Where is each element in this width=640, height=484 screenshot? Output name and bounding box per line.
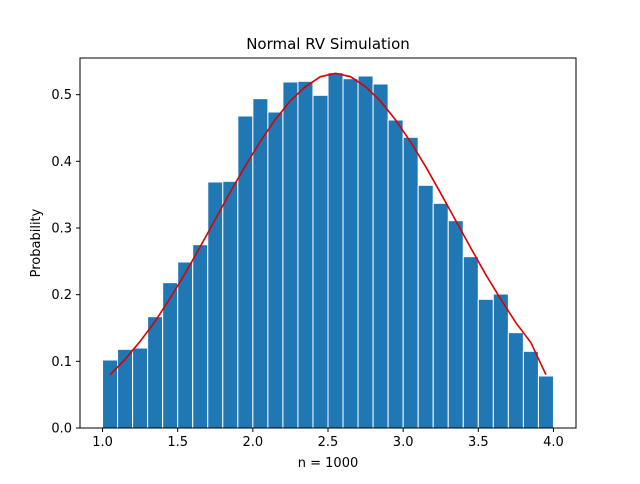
x-tick-label: 4.0 [543,435,564,450]
density-curve [109,72,547,376]
histogram-bar [297,80,314,429]
histogram-bar [312,94,329,429]
histogram-bar [147,316,164,429]
x-axis-label: n = 1000 [298,456,358,471]
histogram-bar [192,244,209,429]
y-tick-label: 0.0 [51,422,72,437]
histogram-bar [372,83,389,429]
x-tick-label: 1.5 [167,435,188,450]
histogram-bar [357,75,374,429]
x-axis-ticks: 1.0 1.5 2.0 2.5 3.0 3.5 4.0 [92,428,564,450]
histogram-bar [462,256,479,429]
histogram-bar [132,347,149,429]
y-axis-ticks: 0.0 0.1 0.2 0.3 0.4 0.5 [51,88,80,437]
histogram-bar [417,184,434,429]
histogram-bar [162,282,179,429]
histogram-bar [252,98,269,429]
y-tick-label: 0.5 [51,88,72,103]
y-axis-label: Probability [29,208,44,277]
histogram-bar [327,72,344,429]
histogram-bar [222,180,239,429]
histogram-bar [507,332,524,429]
histogram-bars [102,72,554,429]
histogram-bar [117,348,134,429]
x-tick-label: 3.0 [393,435,414,450]
histogram-bar [237,115,254,429]
histogram-bar [537,375,554,429]
histogram-bar [267,111,284,429]
y-tick-label: 0.3 [51,222,72,237]
histogram-bar [447,220,464,429]
histogram-bar [477,298,494,429]
histogram-bar [177,261,194,429]
x-tick-label: 3.5 [468,435,489,450]
histogram-bar [432,202,449,429]
density-curve-layer [109,72,547,376]
y-tick-label: 0.1 [51,355,72,370]
histogram-bar [387,119,404,429]
chart-title: Normal RV Simulation [246,35,410,53]
histogram-bar [522,350,539,429]
x-tick-label: 2.5 [318,435,339,450]
y-tick-label: 0.2 [51,288,72,303]
x-tick-label: 2.0 [243,435,264,450]
histogram-bar [342,78,359,429]
y-tick-label: 0.4 [51,155,72,170]
histogram-bar [402,136,419,429]
histogram-bar [492,293,509,429]
x-tick-label: 1.0 [92,435,113,450]
histogram-bar [282,81,299,429]
